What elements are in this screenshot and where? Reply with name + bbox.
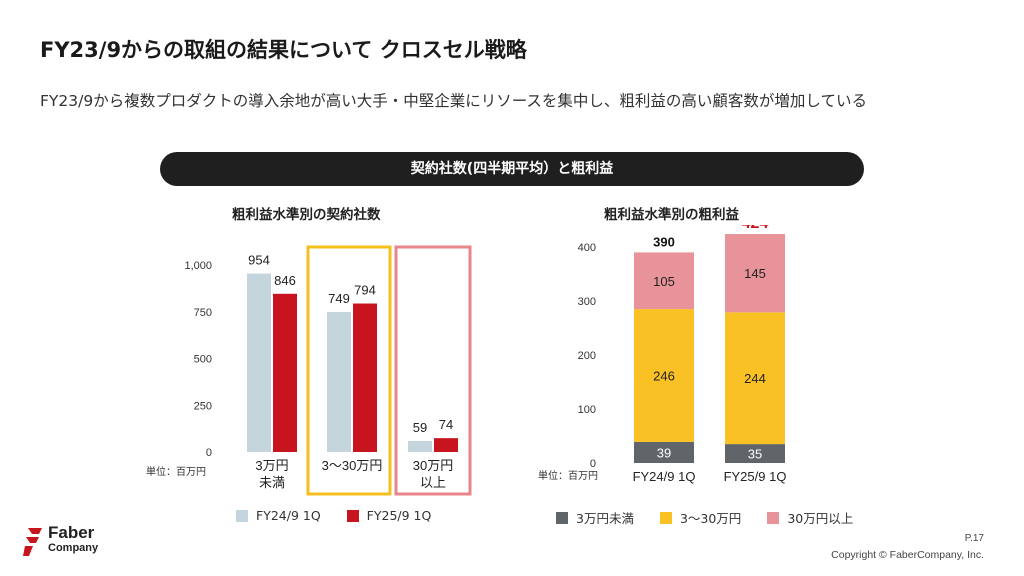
legend-swatch: [346, 509, 359, 522]
stacked-segment: [634, 252, 694, 310]
x-tick-label: 30万円: [413, 458, 453, 473]
y-tick-label: 250: [194, 400, 212, 412]
bar: [247, 273, 271, 452]
bar-value-label: 74: [439, 417, 453, 432]
legend-label: 30万円以上: [787, 511, 854, 526]
bar: [434, 438, 458, 452]
bar: [353, 303, 377, 452]
legend-item-fy25: FY25/9 1Q: [346, 508, 432, 523]
legend-label: FY25/9 1Q: [366, 508, 432, 523]
y-tick-label: 750: [194, 307, 212, 319]
page-subtitle: FY23/9から複数プロダクトの導入余地が高い大手・中堅企業にリソースを集中し、…: [40, 92, 867, 110]
highlight-box-over30: [394, 245, 472, 496]
page-title: FY23/9からの取組の結果について クロスセル戦略: [40, 38, 527, 62]
segment-value-label: 35: [748, 447, 762, 462]
highlight-box-3to30: [306, 245, 392, 496]
legend-item-fy24: FY24/9 1Q: [236, 508, 321, 523]
stacked-segment: [725, 312, 785, 445]
legend-item-3to30: 3〜30万円: [659, 508, 742, 527]
left-chart-title: 粗利益水準別の契約社数: [232, 207, 381, 223]
y-tick-label: 200: [578, 350, 596, 362]
legend-label: 3万円未満: [576, 511, 634, 526]
bar-value-label: 749: [328, 291, 350, 306]
bar-value-label: 794: [354, 283, 376, 298]
bar: [273, 293, 297, 452]
segment-value-label: 244: [744, 371, 766, 386]
logo-mark-icon: [23, 528, 42, 556]
segment-value-label: 145: [744, 266, 766, 281]
y-tick-label: 0: [206, 447, 212, 459]
legend-label: FY24/9 1Q: [256, 508, 321, 523]
legend-swatch: [556, 511, 568, 524]
y-tick-label: 0: [590, 458, 596, 470]
x-tick-label: 未満: [259, 475, 285, 490]
legend-swatch: [236, 509, 248, 522]
logo-subtext: Company: [48, 542, 99, 554]
right-chart: 0 100 200 300 400 単位：百万円 39 246 105 390 FY24/9 1Q 3…: [538, 225, 787, 484]
x-tick-label: FY25/9 1Q: [724, 469, 787, 484]
company-logo: Faber Company: [22, 522, 122, 558]
legend-swatch: [659, 511, 672, 524]
stacked-segment: [634, 309, 694, 442]
y-tick-label: 500: [194, 354, 212, 366]
x-tick-label: 以上: [420, 475, 446, 490]
stacked-segment: [725, 444, 785, 463]
bar-value-label: 59: [413, 420, 427, 435]
segment-value-label: 246: [653, 369, 675, 384]
total-label: 390: [653, 234, 675, 249]
segment-value-label: 39: [657, 445, 671, 460]
bar: [408, 440, 432, 452]
x-tick-label: 3〜30万円: [322, 458, 383, 473]
y-tick-label: 300: [578, 296, 596, 308]
logo-text: Faber: [48, 523, 95, 542]
bar: [327, 311, 351, 452]
legend-item-over30: 30万円以上: [767, 508, 853, 527]
page-number: P.17: [964, 533, 984, 544]
x-tick-label: 3万円: [255, 458, 288, 473]
legend-swatch: [767, 511, 780, 524]
bar-value-label: 846: [274, 273, 296, 288]
right-chart-legend: 3万円未満 3〜30万円 30万円以上: [556, 508, 879, 527]
unit-label: 単位：百万円: [538, 469, 598, 482]
bar-value-label: 954: [248, 253, 270, 268]
total-label: 424: [742, 225, 769, 232]
stacked-segment: [725, 234, 785, 313]
y-tick-label: 400: [578, 242, 596, 254]
section-banner: 契約社数(四半期平均）と粗利益: [160, 152, 864, 186]
y-tick-label: 1,000: [184, 260, 212, 272]
left-chart-legend: FY24/9 1Q FY25/9 1Q: [236, 508, 457, 523]
x-tick-label: FY24/9 1Q: [633, 469, 696, 484]
y-tick-label: 100: [578, 404, 596, 416]
stacked-segment: [634, 441, 694, 463]
left-chart: 0 250 500 750 1,000 単位：百万円 954 846 3万円未満 749 794 3〜…: [146, 245, 472, 496]
legend-item-under3: 3万円未満: [556, 508, 634, 527]
copyright: Copyright © FaberCompany, Inc.: [831, 549, 984, 561]
segment-value-label: 105: [653, 274, 675, 289]
legend-label: 3〜30万円: [679, 511, 742, 526]
unit-label: 単位：百万円: [146, 465, 206, 478]
right-chart-title: 粗利益水準別の粗利益: [604, 207, 739, 223]
